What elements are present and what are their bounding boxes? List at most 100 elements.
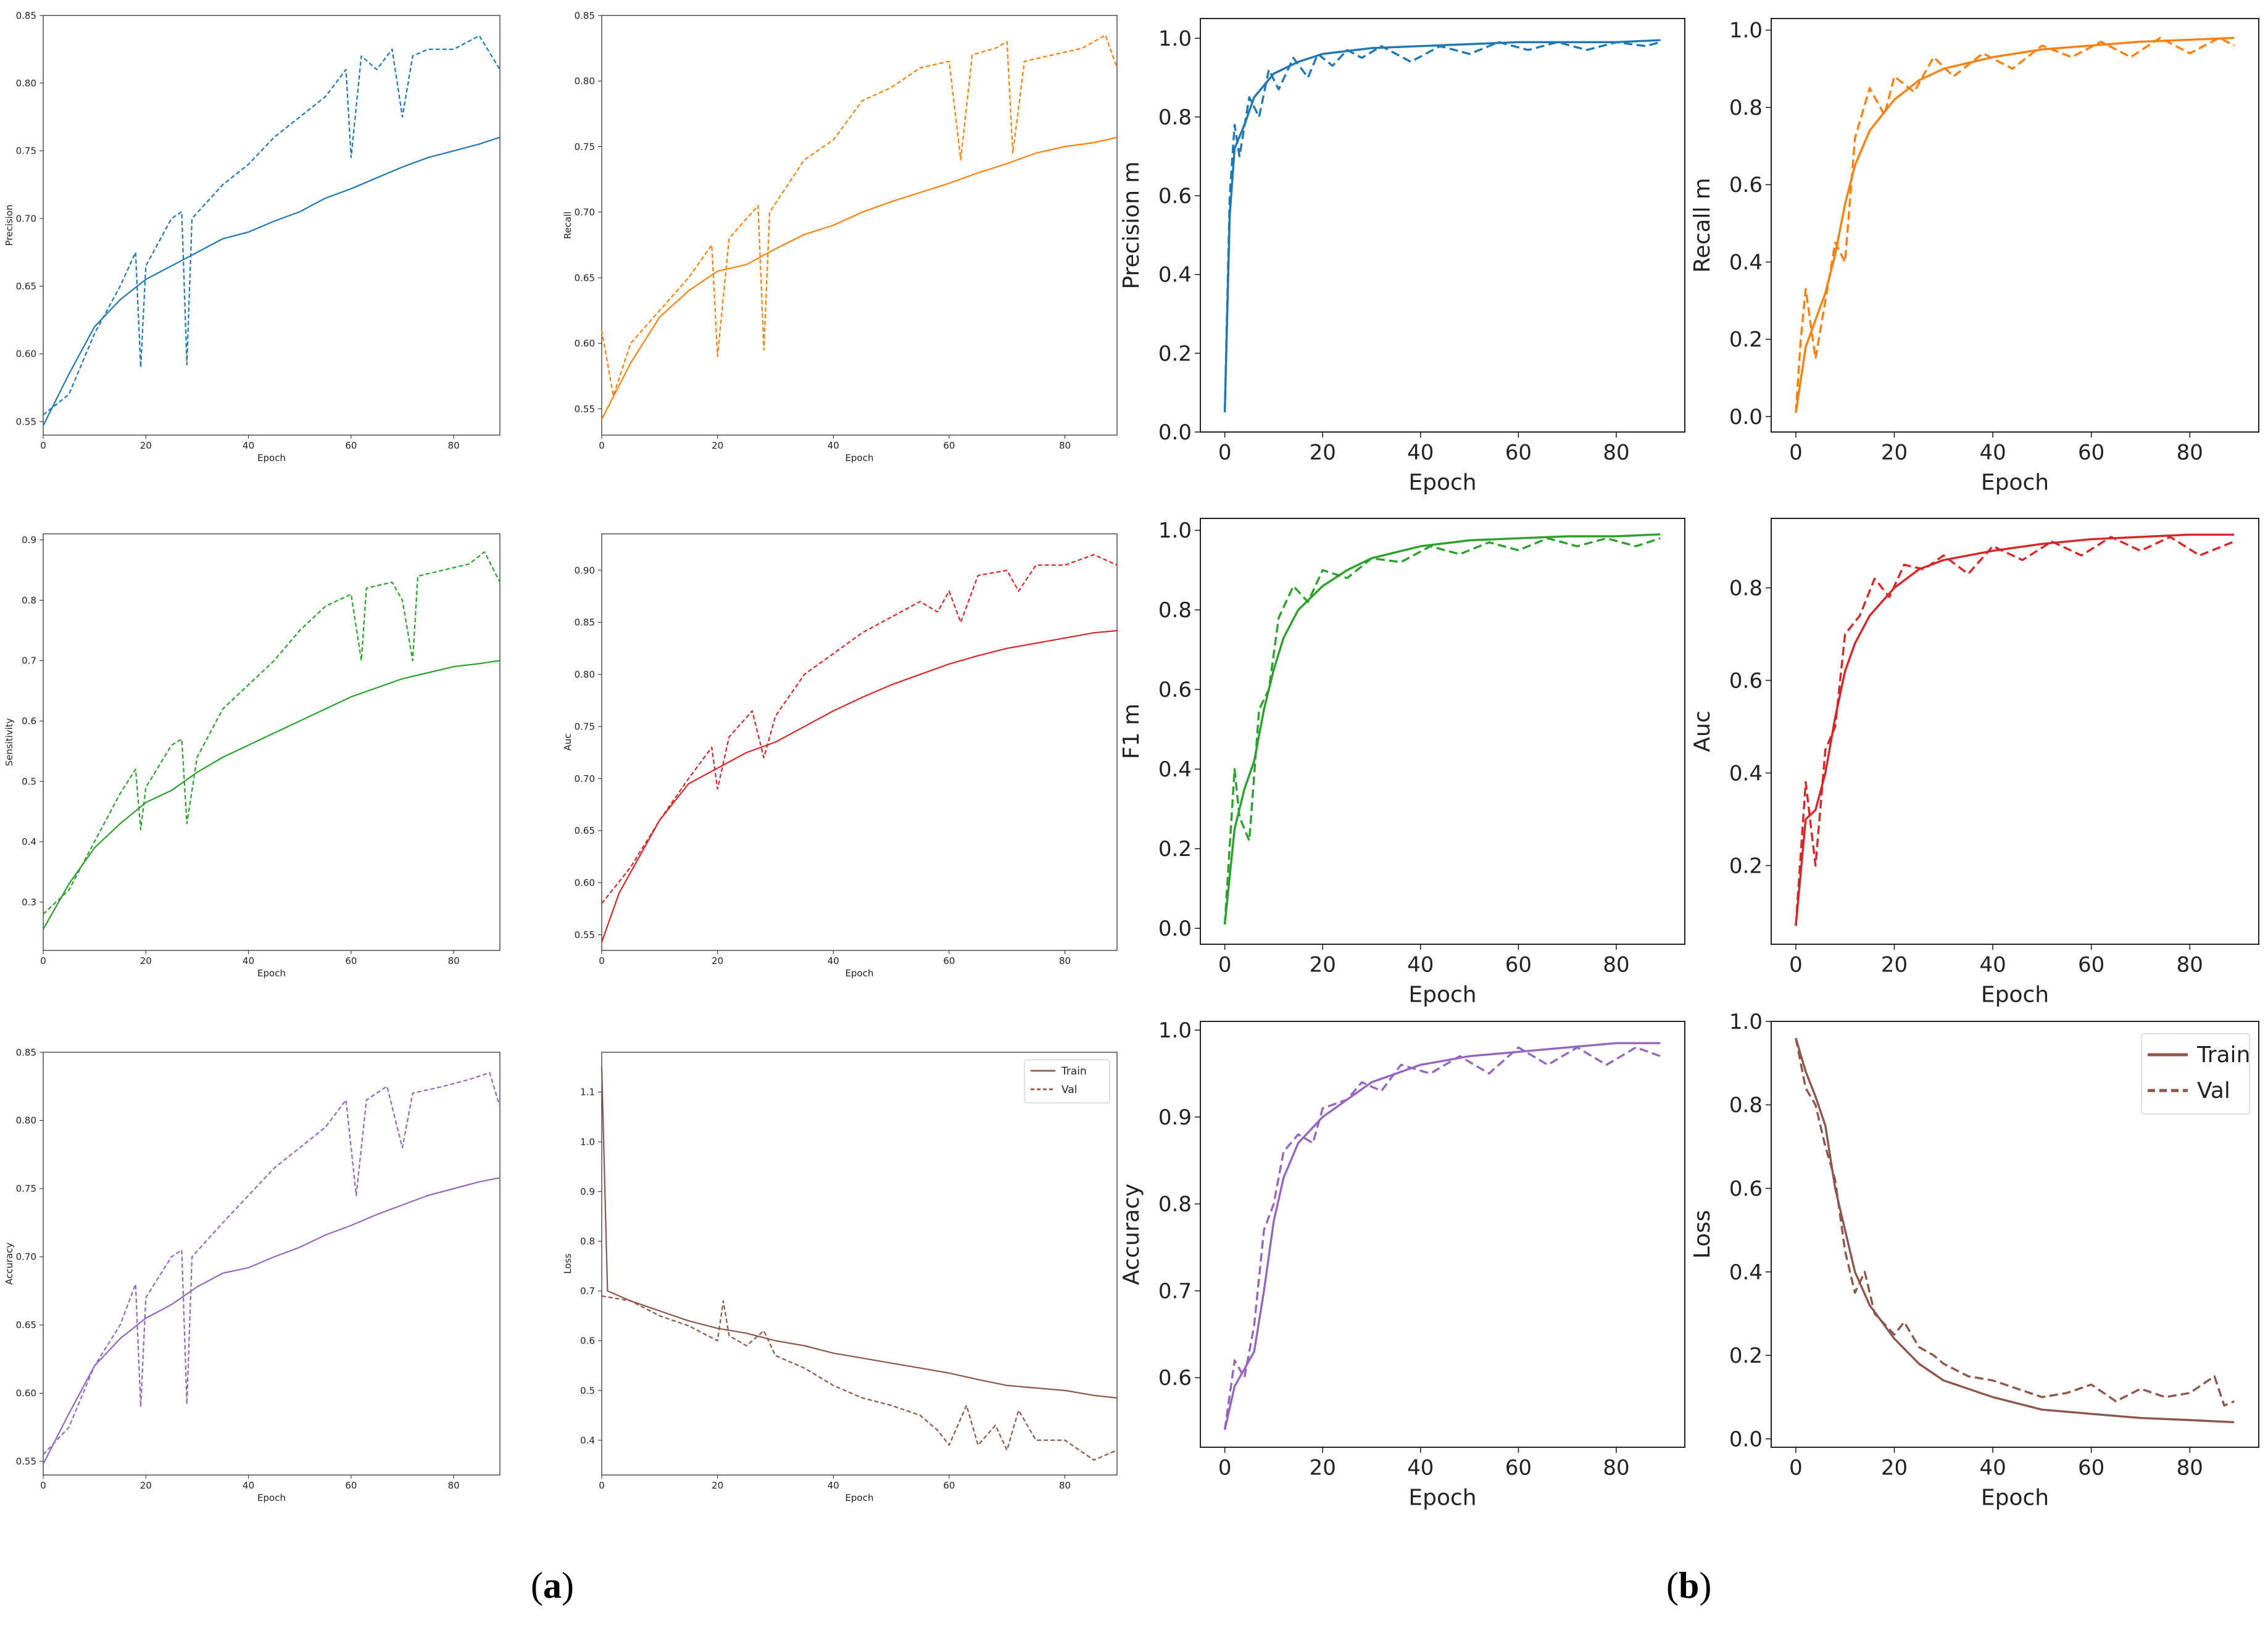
x-axis-label: Epoch — [1408, 982, 1476, 1007]
y-axis-label: Accuracy — [4, 1242, 15, 1285]
series-train-line — [1795, 36, 2235, 413]
x-tick-label: 60 — [1505, 441, 1532, 465]
x-tick-label: 0 — [599, 440, 605, 451]
axes-frame — [43, 533, 501, 951]
y-tick-label: 0.60 — [16, 1388, 36, 1399]
caption-a: (a) — [531, 1565, 574, 1606]
y-tick-label: 0.4 — [1729, 250, 1763, 275]
y-tick-label: 0.8 — [1729, 1093, 1763, 1118]
y-axis-label: Recall — [562, 212, 573, 239]
x-tick-label: 20 — [1881, 1456, 1908, 1481]
x-tick-label: 60 — [1505, 953, 1532, 978]
series-train-line — [43, 136, 501, 426]
y-tick-label: 0.2 — [1729, 328, 1763, 352]
y-tick-label: 0.75 — [575, 721, 595, 732]
chart-b-precision: 0 20 40 60 80 0.0 0.2 0.4 0.6 0.8 1.0 Epoch Precisio… — [1119, 18, 1685, 495]
x-axis-label: Epoch — [257, 968, 286, 979]
x-tick-label: 60 — [943, 1480, 955, 1491]
x-tick-label: 0 — [1789, 441, 1803, 465]
x-tick-label: 0 — [40, 440, 46, 451]
x-tick-label: 0 — [1789, 1456, 1803, 1481]
y-axis-label: F1 m — [1119, 704, 1144, 759]
x-tick-label: 40 — [243, 955, 254, 966]
chart-a-recall: 0 20 40 60 80 0.55 0.60 0.65 0.70 0.75 0.80 0.85 Epo… — [562, 10, 1118, 463]
x-tick-label: 40 — [828, 955, 839, 966]
x-axis-label: Epoch — [1981, 982, 2049, 1007]
series-val-line — [1795, 536, 2235, 926]
series-train-line — [600, 1067, 1118, 1399]
y-tick-label: 0.6 — [1729, 1176, 1763, 1201]
x-tick-label: 40 — [243, 1480, 254, 1491]
chart-a-auc: 0 20 40 60 80 0.55 0.60 0.65 0.70 0.75 0.80 0.85 0.9… — [562, 533, 1118, 979]
y-tick-label: 0.9 — [1158, 1105, 1192, 1130]
chart-a-sensitivity: 0 20 40 60 80 0.3 0.4 0.5 0.6 0.7 0.8 0.9 Epoch Sensi… — [4, 533, 501, 979]
y-tick-label: 1.0 — [580, 1136, 595, 1147]
x-tick-label: 0 — [599, 1480, 605, 1491]
x-axis-label: Epoch — [1981, 470, 2049, 495]
axes-frame — [601, 15, 1118, 436]
x-tick-label: 20 — [140, 955, 152, 966]
y-tick-label: 0.4 — [580, 1435, 595, 1446]
x-tick-label: 60 — [2078, 1456, 2104, 1481]
y-tick-label: 0.6 — [1158, 184, 1192, 209]
chart-b-accuracy: 0 20 40 60 80 0.6 0.7 0.8 0.9 1.0 Epoch Accuracy — [1119, 1018, 1685, 1510]
series-val-line — [601, 554, 1118, 904]
x-tick-label: 80 — [448, 955, 460, 966]
x-axis-label: Epoch — [845, 1492, 874, 1503]
y-tick-label: 0.70 — [575, 207, 595, 218]
chart-b-recall: 0 20 40 60 80 0.0 0.2 0.4 0.6 0.8 1.0 Epoch Recall m — [1690, 18, 2259, 495]
y-tick-label: 0.3 — [22, 897, 36, 908]
y-tick-label: 0.4 — [1158, 757, 1192, 782]
y-tick-label: 0.6 — [1729, 173, 1763, 197]
y-tick-label: 0.75 — [16, 146, 36, 157]
y-tick-label: 0.60 — [575, 878, 595, 889]
x-tick-label: 20 — [140, 440, 152, 451]
chart-a-precision: 0 20 40 60 80 0.55 0.60 0.65 0.70 0.75 0.80 0.85 Epo… — [4, 10, 501, 463]
y-tick-label: 0.5 — [580, 1385, 595, 1396]
x-tick-label: 80 — [1603, 441, 1629, 465]
y-tick-label: 1.0 — [1729, 19, 1763, 43]
y-tick-label: 0.6 — [1158, 1366, 1192, 1390]
series-train-line — [1223, 533, 1661, 925]
series-train-line — [43, 660, 501, 930]
series-val-line — [1795, 36, 2235, 413]
x-axis-label: Epoch — [257, 1492, 286, 1503]
x-tick-label: 0 — [1218, 441, 1232, 465]
y-tick-label: 0.75 — [16, 1183, 36, 1194]
chart-b-loss: 0 20 40 60 80 0.0 0.2 0.4 0.6 0.8 1.0 Epoch Loss Trai… — [1690, 1010, 2259, 1510]
y-tick-label: 0.8 — [1158, 1192, 1192, 1217]
legend-val-label: Val — [1061, 1084, 1077, 1096]
y-tick-label: 1.0 — [1158, 27, 1192, 51]
y-tick-label: 0.6 — [22, 716, 36, 727]
series-train-line — [1223, 1042, 1661, 1431]
y-tick-label: 0.2 — [1729, 854, 1763, 878]
x-tick-label: 20 — [1881, 953, 1908, 978]
y-tick-label: 0.8 — [1729, 96, 1763, 120]
x-tick-label: 0 — [1218, 1456, 1232, 1481]
y-tick-label: 0.70 — [16, 1252, 36, 1263]
x-axis-label: Epoch — [1981, 1485, 2049, 1510]
x-tick-label: 0 — [599, 955, 605, 966]
axes-frame — [1771, 18, 2259, 433]
x-tick-label: 80 — [1603, 953, 1629, 978]
y-tick-label: 0.85 — [575, 617, 595, 628]
x-tick-label: 60 — [345, 440, 357, 451]
x-tick-label: 60 — [943, 440, 955, 451]
y-tick-label: 0.4 — [1158, 263, 1192, 288]
series-train-line — [600, 630, 1118, 942]
y-tick-label: 0.8 — [1158, 598, 1192, 623]
x-tick-label: 40 — [828, 440, 839, 451]
chart-b-f1: 0 20 40 60 80 0.0 0.2 0.4 0.6 0.8 1.0 Epoch F1 m — [1119, 518, 1685, 1007]
x-tick-label: 20 — [1310, 441, 1336, 465]
y-tick-label: 0.65 — [575, 272, 595, 283]
y-tick-label: 0.55 — [16, 1456, 36, 1467]
y-tick-label: 0.75 — [575, 141, 595, 152]
chart-b-auc: 0 20 40 60 80 0.2 0.4 0.6 0.8 Epoch Auc — [1690, 518, 2259, 1007]
y-tick-label: 1.0 — [1729, 1010, 1763, 1034]
y-tick-label: 0.55 — [16, 416, 36, 427]
y-tick-label: 0.80 — [575, 669, 595, 680]
y-tick-label: 0.60 — [16, 349, 36, 360]
x-tick-label: 60 — [943, 955, 955, 966]
series-train-line — [1795, 1037, 2235, 1424]
